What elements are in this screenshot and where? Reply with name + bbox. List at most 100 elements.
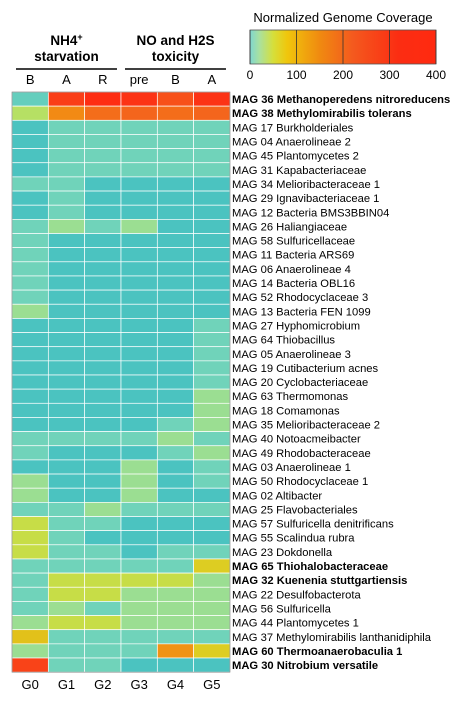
heatmap-cell — [156, 119, 195, 135]
legend-tick-label: 200 — [333, 68, 353, 82]
heatmap-cell — [11, 289, 49, 305]
heatmap-cell — [156, 516, 195, 531]
heatmap-cell — [156, 459, 195, 475]
heatmap-cell — [11, 318, 49, 333]
row-label: MAG 27 Hyphomicrobium — [232, 320, 360, 332]
heatmap-cell — [156, 233, 195, 248]
column-label: B — [171, 72, 180, 87]
heatmap-cell — [84, 261, 122, 277]
heatmap-cell — [120, 303, 158, 319]
heatmap-cell — [84, 360, 122, 376]
heatmap-cell — [156, 148, 195, 164]
heatmap-cell — [47, 289, 86, 305]
heatmap-cell — [156, 473, 195, 489]
heatmap-cell — [156, 332, 195, 348]
heatmap-cell — [11, 502, 49, 517]
heatmap-cell — [84, 615, 122, 631]
heatmap-cell — [120, 459, 158, 475]
heatmap-cell — [11, 303, 49, 319]
heatmap-cell — [193, 105, 231, 121]
heatmap-cell — [193, 544, 231, 560]
heatmap-cell — [47, 417, 86, 432]
heatmap-cell — [11, 601, 49, 616]
heatmap-cell — [47, 332, 86, 348]
heatmap-cell — [193, 289, 231, 305]
heatmap-cell — [120, 374, 158, 390]
heatmap-cell — [11, 190, 49, 206]
heatmap-cell — [84, 629, 122, 645]
heatmap-cell — [84, 162, 122, 178]
heatmap-cell — [156, 134, 195, 149]
heatmap-cell — [156, 190, 195, 206]
heatmap-cell — [120, 275, 158, 291]
heatmap-cell — [120, 360, 158, 376]
row-label: MAG 52 Rhodocyclaceae 3 — [232, 292, 368, 304]
heatmap-cell — [84, 204, 122, 220]
heatmap-cell — [47, 530, 86, 546]
color-legend: Normalized Genome Coverage 0 100 200 300 400 — [247, 10, 447, 82]
heatmap-cell — [47, 105, 86, 121]
row-label: MAG 45 Plantomycetes 2 — [232, 151, 359, 163]
heatmap-cell — [193, 445, 231, 461]
row-label: MAG 30 Nitrobium versatile — [232, 660, 378, 672]
heatmap-cell — [193, 134, 231, 149]
condition-header-line: NO and H2S — [136, 33, 214, 48]
heatmap-cell — [11, 629, 49, 645]
row-label: MAG 34 Melioribacteraceae 1 — [232, 179, 380, 191]
heatmap-cell — [120, 134, 158, 149]
heatmap-cell — [120, 289, 158, 305]
heatmap-cell — [84, 487, 122, 503]
row-label: MAG 36 Methanoperedens nitroreducens — [232, 94, 450, 106]
heatmap-cell — [193, 233, 231, 248]
heatmap-cell — [193, 657, 231, 673]
heatmap-cell — [193, 204, 231, 220]
heatmap-cell — [120, 643, 158, 659]
row-label: MAG 31 Kapabacteriaceae — [232, 165, 366, 177]
heatmap-cell — [156, 586, 195, 602]
heatmap-cell — [193, 360, 231, 376]
row-label: MAG 03 Anaerolineae 1 — [232, 462, 351, 474]
heatmap-cell — [84, 289, 122, 305]
heatmap-cell — [120, 445, 158, 461]
heatmap-cell — [84, 502, 122, 517]
heatmap-cell — [156, 162, 195, 178]
heatmap-cell — [156, 601, 195, 616]
group-label: G1 — [58, 677, 75, 692]
heatmap-cell — [84, 601, 122, 616]
heatmap-cell — [120, 657, 158, 673]
column-label: pre — [130, 72, 149, 87]
row-label: MAG 50 Rhodocyclaceae 1 — [232, 476, 368, 488]
heatmap-cell — [120, 332, 158, 348]
legend-title: Normalized Genome Coverage — [253, 10, 432, 25]
heatmap-cell — [193, 162, 231, 178]
heatmap-cell — [47, 176, 86, 192]
heatmap-cell — [84, 91, 122, 107]
heatmap-cell — [11, 162, 49, 178]
heatmap-cell — [156, 615, 195, 631]
heatmap-cell — [47, 516, 86, 531]
heatmap-cell — [193, 516, 231, 531]
heatmap-cell — [84, 572, 122, 588]
heatmap-cell — [47, 233, 86, 248]
row-label: MAG 37 Methylomirabilis lanthanidiphila — [232, 632, 432, 644]
heatmap-cell — [47, 558, 86, 574]
heatmap-cell — [11, 233, 49, 248]
heatmap-cell — [47, 318, 86, 333]
heatmap-cell — [47, 261, 86, 277]
heatmap-cell — [193, 629, 231, 645]
condition-header-line: toxicity — [152, 49, 200, 64]
heatmap-cell — [193, 219, 231, 234]
heatmap-cell — [156, 247, 195, 263]
heatmap-cell — [11, 374, 49, 390]
heatmap-cell — [84, 657, 122, 673]
heatmap-cell — [84, 318, 122, 333]
row-label: MAG 58 Sulfuricellaceae — [232, 236, 355, 248]
row-label: MAG 17 Burkholderiales — [232, 122, 354, 134]
heatmap-cell — [47, 459, 86, 475]
heatmap-cell — [120, 558, 158, 574]
heatmap-cell — [47, 643, 86, 659]
row-label: MAG 02 Altibacter — [232, 490, 322, 502]
heatmap-cell — [193, 388, 231, 404]
heatmap-cell — [11, 473, 49, 489]
heatmap-cell — [84, 190, 122, 206]
